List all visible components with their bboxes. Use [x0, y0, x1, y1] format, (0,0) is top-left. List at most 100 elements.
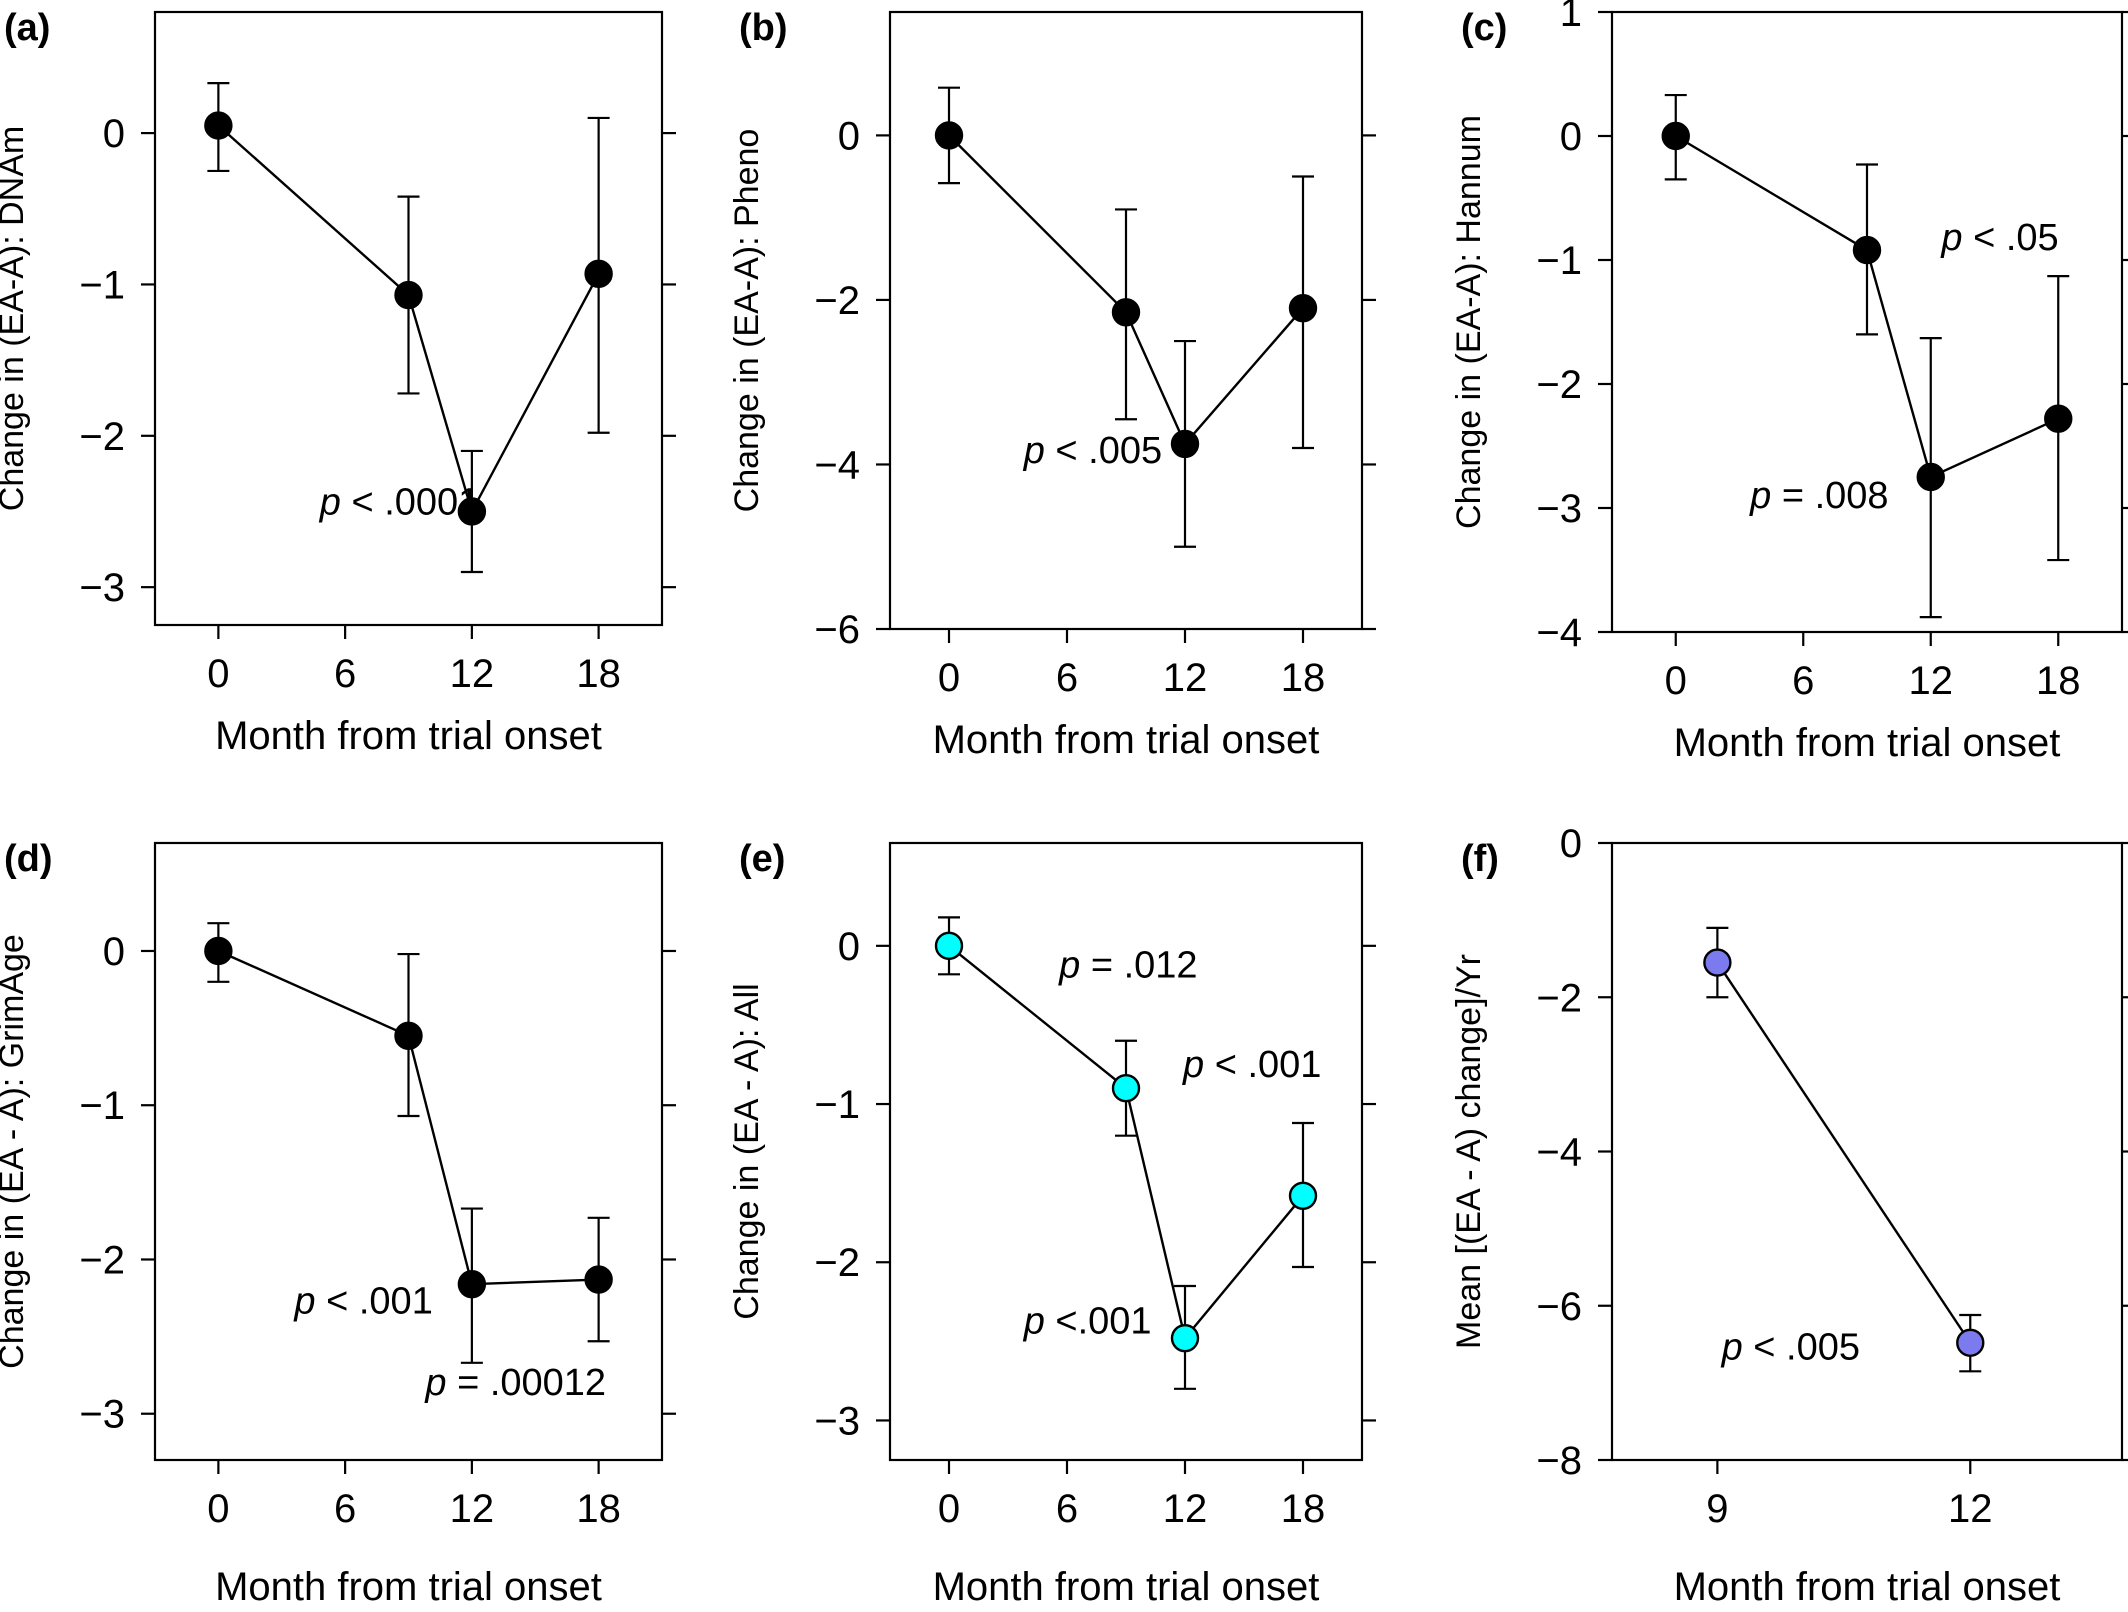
annotation: p = .012: [1058, 944, 1197, 986]
series-line: [1716, 961, 1972, 1344]
x-tick-label: 12: [450, 652, 495, 696]
plot-frame: [153, 841, 664, 1462]
x-tick-label: 18: [576, 1487, 621, 1531]
data-point: [394, 280, 423, 310]
data-point: [1170, 1323, 1200, 1353]
annotation: p < .001: [293, 1280, 432, 1322]
data-point: [204, 936, 233, 966]
y-tick-label: 0: [1560, 115, 1582, 159]
y-axis-title: Change in (EA - A): GrimAge: [0, 934, 31, 1369]
data-point: [2044, 404, 2073, 433]
x-axis-title: Month from trial onset: [1674, 1565, 2061, 1609]
y-tick-label: −8: [1536, 1439, 1582, 1483]
x-tick-label: 6: [1792, 659, 1814, 703]
x-axis-title: Month from trial onset: [215, 1565, 602, 1609]
y-tick-label: −2: [79, 415, 125, 459]
panel-label: (b): [739, 7, 788, 49]
x-tick-label: 18: [1281, 1487, 1326, 1531]
data-point: [1288, 293, 1318, 323]
x-tick-label: 18: [2036, 659, 2081, 703]
chart-panel-5: (f) 0 −2 −4 −6 −8 9 12 Month from trial onset Mea…: [1450, 822, 2128, 1609]
panel-label: (e): [739, 838, 785, 880]
y-tick-label: −3: [814, 1399, 860, 1443]
x-tick-label: 0: [207, 652, 229, 696]
data-point: [1288, 1181, 1318, 1210]
panel-label: (a): [4, 7, 50, 49]
y-tick-label: 0: [838, 114, 860, 158]
x-tick-label: 6: [1056, 656, 1078, 700]
y-tick-label: −1: [1536, 239, 1582, 283]
annotation: p < .005: [1023, 430, 1162, 472]
x-axis-title: Month from trial onset: [1674, 721, 2061, 765]
data-point: [1852, 235, 1882, 265]
data-point: [934, 931, 964, 961]
x-axis-title: Month from trial onset: [215, 714, 602, 758]
y-tick-label: −3: [1536, 487, 1582, 531]
y-axis-title: Change in (EA - A): All: [728, 983, 766, 1319]
annotation: p < .001: [1182, 1044, 1321, 1086]
x-tick-label: 12: [450, 1487, 495, 1531]
chart-panel-0: (a) 0 −1 −2 −3 0 6 12 18 Month from trial onset Ch…: [0, 7, 676, 758]
chart-panel-4: (e) 0 −1 −2 −3 0 6 12 18 Month from trial onset Ch…: [728, 838, 1376, 1609]
data-point: [1111, 1074, 1141, 1103]
series-line: [948, 134, 1304, 447]
plot-frame: [1610, 841, 2124, 1462]
y-tick-label: −4: [1536, 1131, 1582, 1175]
y-tick-label: 0: [838, 925, 860, 969]
data-point: [584, 1265, 613, 1294]
panel-label: (f): [1461, 838, 1499, 880]
y-tick-label: −2: [1536, 976, 1582, 1020]
x-tick-label: 18: [576, 652, 621, 696]
data-point: [394, 1021, 423, 1051]
data-point: [204, 111, 233, 140]
annotation: p <.001: [1023, 1300, 1152, 1342]
y-axis-title: Mean [(EA - A) change]/Yr: [1450, 954, 1488, 1349]
annotation: p < .05: [1940, 217, 2058, 259]
x-axis-title: Month from trial onset: [933, 718, 1320, 762]
panel-label: (d): [4, 838, 53, 880]
y-tick-label: −2: [814, 279, 860, 323]
annotation: p < .0001: [319, 482, 480, 524]
plot-frame: [888, 10, 1364, 631]
x-tick-label: 0: [938, 1487, 960, 1531]
y-axis-title: Change in (EA-A): Pheno: [728, 129, 766, 513]
y-tick-label: −1: [79, 1084, 125, 1128]
x-tick-label: 12: [1163, 1487, 1208, 1531]
x-tick-label: 12: [1948, 1487, 1993, 1531]
chart-panel-2: (c) 1 0 −1 −2 −3 −4 0 6 12 18 Month from trial onse…: [1450, 0, 2128, 765]
data-point: [457, 1269, 487, 1299]
x-tick-label: 12: [1163, 656, 1208, 700]
data-point: [1916, 462, 1945, 492]
y-tick-label: −6: [1536, 1285, 1582, 1329]
y-tick-label: −4: [1536, 611, 1582, 655]
y-tick-label: −3: [79, 1393, 125, 1437]
plot-frame: [888, 841, 1364, 1462]
series-line: [948, 944, 1304, 1341]
y-tick-label: 0: [103, 930, 125, 974]
y-tick-label: −2: [814, 1241, 860, 1285]
y-tick-label: 1: [1560, 0, 1582, 35]
x-tick-label: 0: [207, 1487, 229, 1531]
data-point: [584, 259, 613, 289]
series-line: [1675, 134, 2059, 479]
x-tick-label: 6: [1056, 1487, 1078, 1531]
data-point: [1703, 948, 1732, 977]
data-point: [1170, 429, 1200, 459]
y-tick-label: 0: [103, 112, 125, 156]
data-point: [457, 497, 487, 526]
x-tick-label: 6: [334, 652, 356, 696]
data-point: [1956, 1328, 1985, 1357]
y-tick-label: −1: [79, 263, 125, 307]
x-tick-label: 6: [334, 1487, 356, 1531]
x-tick-label: 9: [1706, 1487, 1728, 1531]
y-axis-title: Change in (EA-A): Hannum: [1450, 115, 1488, 529]
x-tick-label: 0: [1665, 659, 1687, 703]
chart-panel-3: (d) 0 −1 −2 −3 0 6 12 18 Month from trial onset Ch…: [0, 838, 676, 1609]
x-tick-label: 0: [938, 656, 960, 700]
plot-frame: [153, 10, 664, 627]
y-tick-label: −2: [79, 1238, 125, 1282]
data-point: [934, 121, 964, 150]
y-tick-label: −1: [814, 1083, 860, 1127]
annotation: p < .005: [1721, 1327, 1860, 1369]
